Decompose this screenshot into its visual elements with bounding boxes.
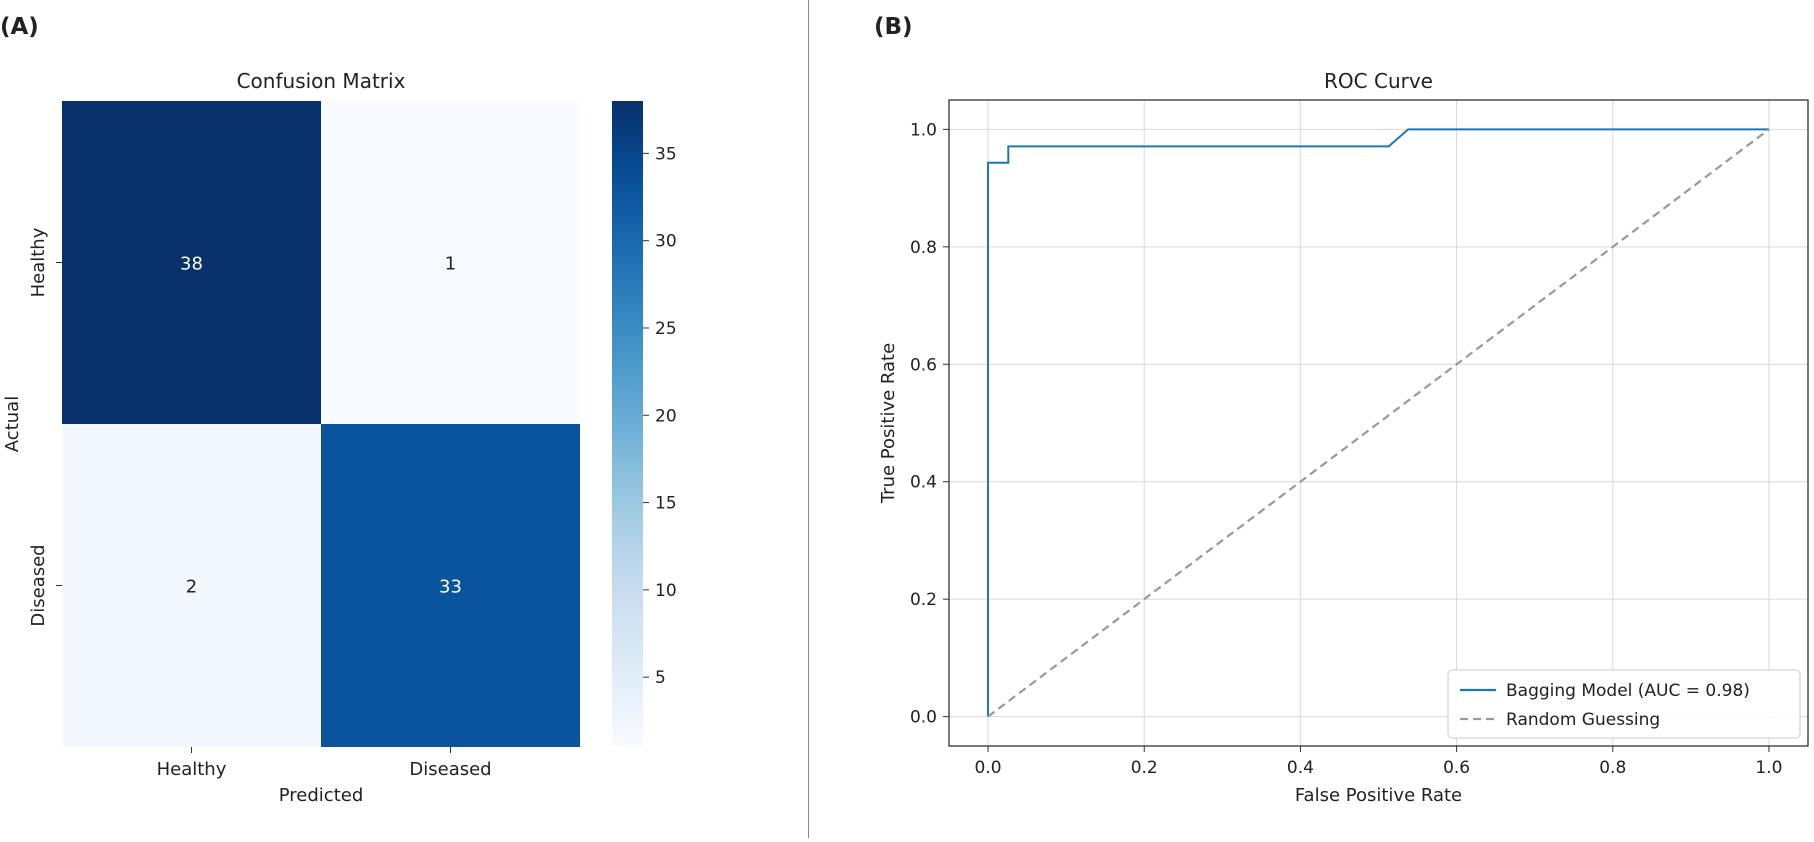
y-tick-label: 0.2 [910,590,937,610]
cell-value-label: 38 [180,254,203,275]
legend-box [1447,669,1801,739]
x-tick-label: 0.0 [975,758,1002,778]
legend-label-0: Bagging Model (AUC = 0.98) [1506,681,1750,701]
heatmap-cell [62,101,321,424]
y-axis-label: True Positive Rate [878,343,899,504]
cell-value-label: 2 [186,577,197,598]
colorbar-tick-label: 5 [655,668,666,688]
x-axis-label: False Positive Rate [1295,785,1462,806]
colorbar-tick-label: 20 [655,406,677,426]
heatmap-cell [62,424,321,747]
panel-label-b: (B) [874,14,913,40]
cell-value-label: 1 [445,254,456,275]
heatmap-cell [321,424,580,747]
plot-frame [948,99,1809,747]
panel-divider [808,0,809,838]
colorbar [612,101,643,747]
series-line-1 [987,128,1770,718]
panel-label-a: (A) [0,14,39,40]
heatmap-cell [321,101,580,424]
y-tick-label: 0.4 [910,473,937,493]
y-tick-label: 0.6 [910,355,937,375]
colorbar-tick-label: 30 [655,232,677,252]
legend-label-1: Random Guessing [1506,710,1660,730]
y-tick-label: Healthy [28,227,49,297]
x-tick-label: 0.2 [1131,758,1158,778]
chart-title: ROC Curve [1324,69,1433,93]
x-tick-label: Diseased [409,759,491,780]
colorbar-tick-label: 15 [655,494,677,514]
x-tick-label: 0.8 [1599,758,1626,778]
y-tick-label: 0.8 [910,238,937,258]
y-tick-label: 1.0 [910,120,937,140]
colorbar-tick-label: 25 [655,319,677,339]
x-tick-label: Healthy [157,759,227,780]
y-tick-label: Diseased [28,544,49,626]
roc-curve-chart: ROC Curve 0.0 0.2 0.4 0.6 0.8 1.0 0.0 0.2 0.4 0.6 0… [878,69,1809,806]
chart-title: Confusion Matrix [237,69,406,93]
y-tick-label: 0.0 [910,708,937,728]
colorbar-tick-label: 35 [655,144,677,164]
series-line-0 [987,128,1769,717]
confusion-matrix-panel: (A) Confusion Matrix 38 1 2 33 Healthy Disease… [0,0,808,838]
x-tick-label: 0.4 [1287,758,1314,778]
confusion-matrix-chart: Confusion Matrix 38 1 2 33 Healthy Diseased Hea… [2,69,677,806]
cell-value-label: 33 [439,577,462,598]
x-tick-label: 1.0 [1755,758,1782,778]
roc-curve-panel: (B) ROC Curve 0.0 0.2 0.4 0.6 0.8 1.0 0.0 0.2 0.4… [810,0,1814,838]
colorbar-tick-label: 10 [655,581,677,601]
y-axis-label: Actual [2,396,23,452]
x-tick-label: 0.6 [1443,758,1470,778]
x-axis-label: Predicted [279,785,364,806]
